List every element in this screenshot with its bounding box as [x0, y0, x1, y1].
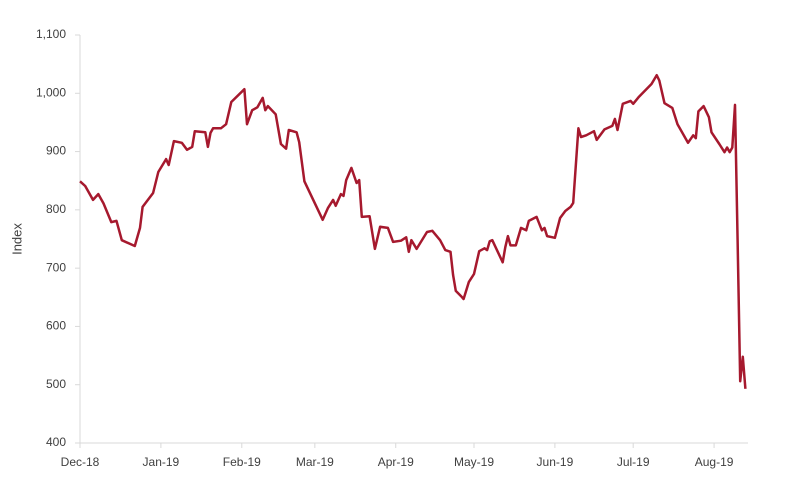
x-tick-label: Jul-19	[617, 455, 650, 469]
y-tick-label: 800	[46, 202, 66, 216]
x-tick-label: Aug-19	[695, 455, 734, 469]
x-tick-label: Jan-19	[143, 455, 180, 469]
y-tick-label: 600	[46, 319, 66, 333]
x-tick-label: Mar-19	[296, 455, 334, 469]
y-axis-label: Index	[9, 223, 24, 255]
x-tick-label: Dec-18	[61, 455, 100, 469]
x-tick-label: Apr-19	[378, 455, 414, 469]
y-tick-label: 1,100	[36, 27, 66, 41]
y-tick-label: 400	[46, 435, 66, 449]
y-tick-label: 500	[46, 377, 66, 391]
x-tick-label: Jun-19	[537, 455, 574, 469]
y-tick-label: 700	[46, 260, 66, 274]
y-tick-label: 1,000	[36, 85, 66, 99]
line-series	[79, 73, 747, 389]
x-tick-label: May-19	[454, 455, 494, 469]
x-tick-label: Feb-19	[223, 455, 261, 469]
y-tick-label: 900	[46, 144, 66, 158]
